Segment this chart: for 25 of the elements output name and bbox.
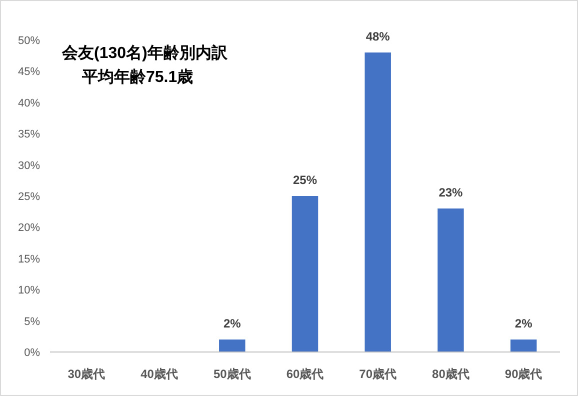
chart-title: 会友(130名)年齢別内訳 xyxy=(61,44,228,62)
y-tick-label: 15% xyxy=(18,253,40,266)
x-tick-label: 40歳代 xyxy=(140,367,178,381)
text: 平均年齢75.1歳 xyxy=(81,68,194,86)
y-tick-label: 25% xyxy=(18,191,40,203)
data-label: 48% xyxy=(366,29,390,44)
x-tick-label: 30歳代 xyxy=(68,367,106,381)
x-tick-label: 90歳代 xyxy=(504,367,542,381)
data-label: 2% xyxy=(514,316,533,331)
x-tick-label: 60歳代 xyxy=(286,367,324,381)
y-tick-label: 0% xyxy=(24,347,40,359)
data-label: 23% xyxy=(438,185,464,200)
y-tick-label: 10% xyxy=(18,284,40,297)
y-tick-label: 35% xyxy=(18,128,40,141)
x-tick-label: 80歳代 xyxy=(432,367,470,381)
x-tick-label: 50歳代 xyxy=(213,367,251,381)
data-label: 2% xyxy=(223,316,242,331)
y-tick-label: 30% xyxy=(18,160,40,172)
x-tick-label: 70歳代 xyxy=(359,367,397,381)
y-tick-label: 40% xyxy=(18,97,40,110)
y-tick-label: 20% xyxy=(18,222,40,234)
data-label: 25% xyxy=(292,173,318,187)
y-tick-label: 50% xyxy=(18,35,40,47)
y-tick-label: 5% xyxy=(24,316,40,328)
y-tick-label: 45% xyxy=(18,66,40,78)
